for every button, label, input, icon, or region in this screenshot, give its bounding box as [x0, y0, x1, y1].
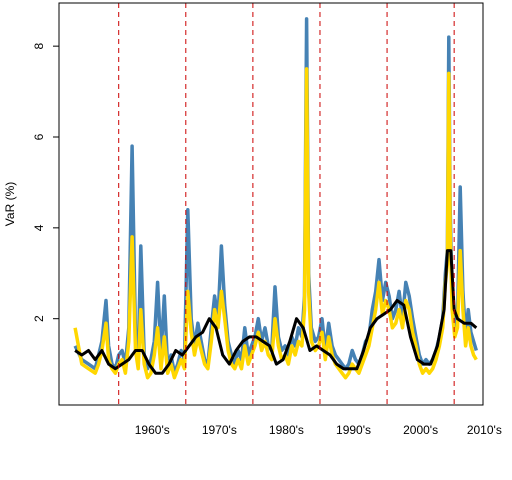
series-line-3	[74, 249, 478, 375]
y-axis-title: VaR (%)	[3, 182, 17, 226]
decade-label-2: 1970's	[202, 423, 237, 437]
series-layer	[73, 17, 478, 380]
y-tick-label-6: 6	[32, 133, 46, 140]
decade-label-6: 2010's	[467, 423, 502, 437]
y-axis: 2 4 6 8	[32, 42, 59, 322]
y-tick-label-4: 4	[32, 224, 46, 231]
x-axis-labels: 1960's 1970's 1980's 1990's 2000's 2010's	[135, 423, 502, 437]
plot-frame	[58, 2, 484, 406]
decade-label-4: 1990's	[336, 423, 371, 437]
y-tick-label-8: 8	[32, 42, 46, 49]
vline-layer	[118, 3, 455, 405]
decade-label-5: 2000's	[403, 423, 438, 437]
y-tick-label-2: 2	[32, 315, 46, 322]
decade-label-3: 1980's	[269, 423, 304, 437]
decade-label-1: 1960's	[135, 423, 170, 437]
